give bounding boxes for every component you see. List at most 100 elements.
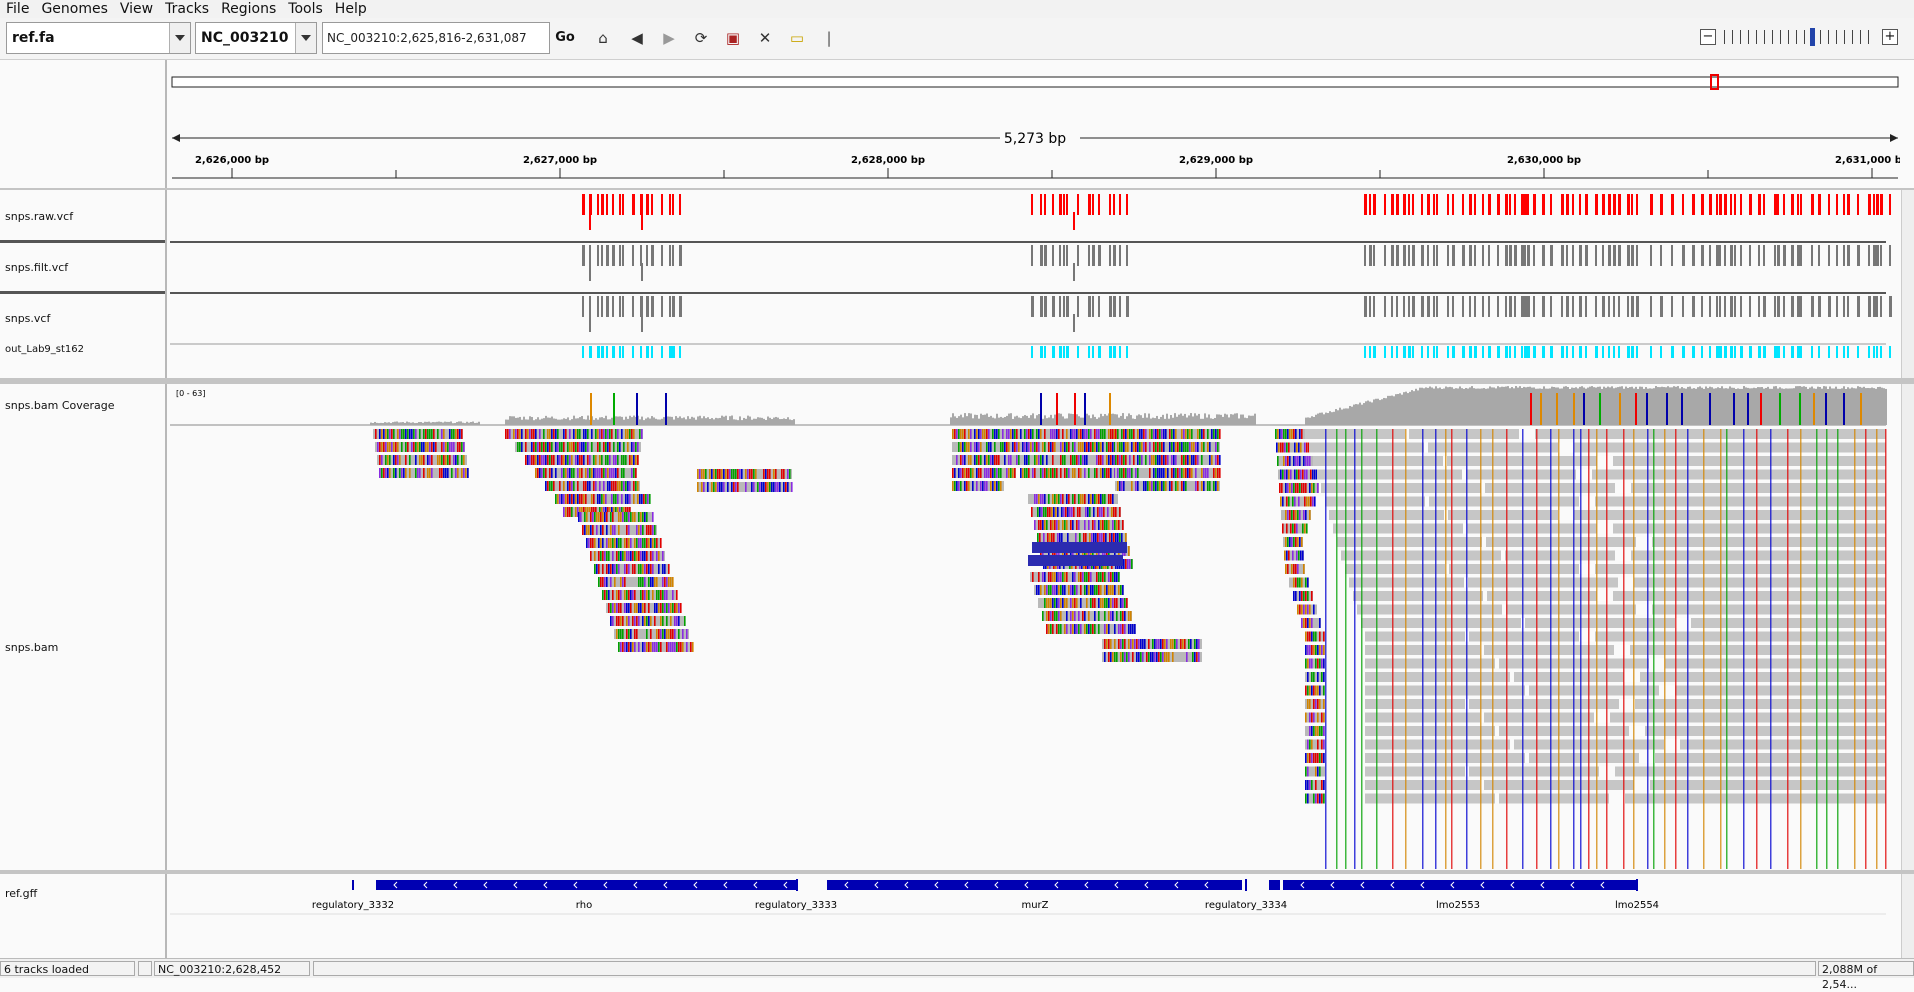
coverage-bar [1034,418,1036,425]
track-name-bam[interactable]: snps.bam [5,641,59,654]
read-mismatch [1072,598,1074,608]
read-mismatch [1296,523,1298,534]
read-mismatch [624,642,626,652]
zoom-widget[interactable]: − + [1700,28,1900,48]
back-icon[interactable]: ◀ [631,29,643,47]
variant-bar [1716,194,1718,215]
read-mismatch [381,429,383,439]
variant-bar [1119,194,1121,215]
read-mismatch [1319,618,1321,628]
track-name-vcf-filt[interactable]: snps.filt.vcf [5,261,69,274]
coverage-bar [1465,387,1467,425]
track-name-vcf[interactable]: snps.vcf [5,312,51,325]
home-icon[interactable]: ⌂ [598,29,608,47]
forward-icon[interactable]: ▶ [663,29,675,47]
zoom-slider[interactable] [1724,30,1874,44]
genome-dropdown[interactable]: ref.fa [6,22,191,54]
pane-divider[interactable] [0,378,1914,384]
strand-arrow [633,881,638,889]
variant-bar [661,245,663,266]
read-mismatch [1062,598,1064,608]
read-mismatch [569,455,571,465]
coverage-bar [400,422,402,425]
mismatch-column [1422,429,1424,869]
read-mismatch [395,455,397,465]
coverage-track[interactable] [370,386,1887,425]
variant-bar [1566,296,1569,317]
zoom-in-button[interactable]: + [1882,29,1898,45]
menu-view[interactable]: View [119,1,154,17]
feature-track-panel[interactable]: regulatory_3332 rho regulatory_3333 murZ… [170,874,1900,958]
variant-bar [1671,245,1673,266]
coverage-bar [996,413,998,425]
zoom-out-button[interactable]: − [1700,29,1716,45]
chromosome-dropdown[interactable]: NC_003210 [195,22,317,54]
read-mismatch [1012,429,1014,439]
mismatch-column [1492,429,1494,869]
variant-bar [640,194,643,215]
read-mismatch [1319,766,1321,777]
variant-bar [1857,245,1860,266]
read-mismatch [1002,429,1004,439]
track-name-lab[interactable]: out_Lab9_st162 [5,344,85,355]
coverage-bar [1136,415,1138,425]
vcf-raw-variants[interactable] [582,194,1891,230]
variant-bar [1433,245,1435,266]
track-name-vcf-raw[interactable]: snps.raw.vcf [5,210,74,223]
menu-tools[interactable]: Tools [288,1,323,17]
read-mismatch [443,455,445,465]
read-mismatch [1115,533,1117,543]
coverage-bar [1242,414,1244,425]
reads-track[interactable] [373,429,1887,869]
pane-divider[interactable] [0,870,1914,874]
coverage-bar [1689,386,1691,425]
ruler-panel[interactable]: 5,273 bp 2,626,000 bp 2,627,000 bp 2,628… [170,60,1900,188]
gene-features[interactable] [352,879,1638,891]
variant-tracks-panel[interactable] [170,190,1900,378]
go-button[interactable]: Go [555,30,575,45]
region-icon[interactable]: ▣ [725,29,741,47]
track-name-coverage[interactable]: snps.bam Coverage [5,399,115,412]
refresh-icon[interactable]: ⟳ [694,29,708,47]
gene-lmo2553-2554[interactable] [1283,880,1638,890]
vcf-filt-variants[interactable] [582,245,1891,281]
menu-file[interactable]: File [6,1,30,17]
chevron-down-icon[interactable] [295,23,316,53]
feature-scrollbar[interactable] [1901,874,1914,958]
pane-divider[interactable] [0,188,1914,190]
variant-scrollbar[interactable] [1901,190,1914,378]
menu-genomes[interactable]: Genomes [41,1,108,17]
read-mismatch [1309,739,1311,750]
chevron-down-icon[interactable] [169,23,190,53]
vcf-variants[interactable] [582,296,1892,332]
read-mismatch [1102,429,1104,439]
lab-variants[interactable] [582,346,1891,358]
menu-help[interactable]: Help [334,1,367,17]
read-mismatch [1115,429,1117,439]
alignment-panel[interactable]: [0 - 63] [170,384,1900,870]
gene-rho[interactable] [376,880,798,890]
alignment-scrollbar[interactable] [1901,384,1914,870]
gene-murZ[interactable] [827,880,1242,890]
read-mismatch [640,551,642,561]
read-mismatch [1159,481,1161,491]
menu-tracks[interactable]: Tracks [165,1,210,17]
resize-icon[interactable]: ✕ [758,29,772,47]
read-mismatch [674,629,676,639]
read-mismatch [751,469,753,479]
chromosome-ideogram[interactable] [171,76,1899,88]
popup-info-icon[interactable]: ▭ [789,29,805,47]
track-name-gff[interactable]: ref.gff [5,887,38,900]
coverage-bar [1447,387,1449,425]
read-mismatch [640,603,642,613]
read-mismatch [1323,726,1325,736]
zoom-thumb[interactable] [1810,28,1815,46]
read [602,590,677,600]
read-mismatch [717,469,719,479]
menu-regions[interactable]: Regions [221,1,277,17]
coverage-bar [472,421,474,425]
read-mismatch [590,512,592,522]
locus-input[interactable] [322,22,550,54]
read-mismatch [984,481,986,491]
read-mismatch [413,429,415,439]
